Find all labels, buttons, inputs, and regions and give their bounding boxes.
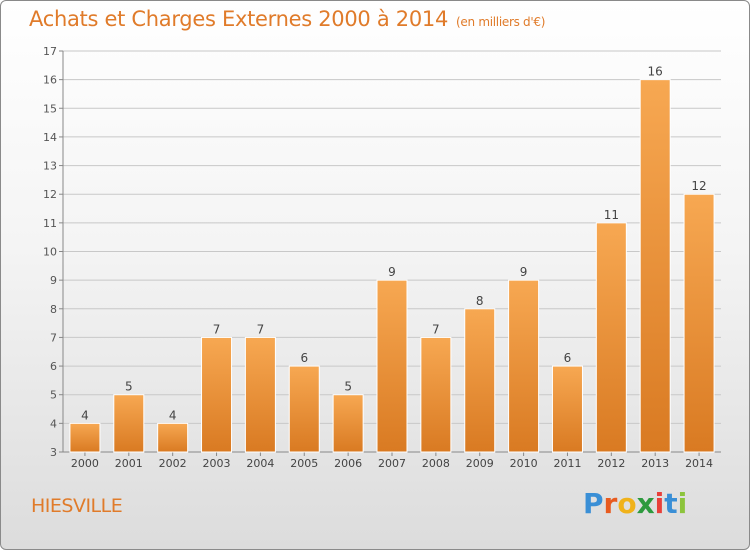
bar (113, 394, 145, 453)
y-tick-label: 8 (50, 303, 57, 316)
y-tick-label: 5 (50, 389, 57, 402)
chart-unit: (en milliers d'€) (456, 15, 546, 29)
y-tick-label: 13 (43, 160, 57, 173)
x-tick-label: 2009 (466, 457, 494, 470)
bar (595, 222, 627, 453)
bar (464, 308, 496, 453)
data-label: 4 (169, 408, 177, 422)
x-tick-label: 2013 (641, 457, 669, 470)
data-label: 8 (476, 294, 484, 308)
x-tick-label: 2012 (597, 457, 625, 470)
data-label: 7 (257, 322, 265, 336)
y-tick-label: 14 (43, 131, 57, 144)
x-tick-label: 2007 (378, 457, 406, 470)
x-tick-label: 2008 (422, 457, 450, 470)
commune-name: HIESVILLE (31, 495, 123, 517)
y-tick-label: 17 (43, 45, 57, 58)
logo-letter: x (636, 487, 655, 520)
logo-letter: r (603, 487, 618, 520)
y-tick-label: 11 (43, 217, 57, 230)
proxiti-logo: Proxiti (583, 487, 687, 520)
data-label: 5 (344, 380, 352, 394)
data-label: 7 (213, 322, 221, 336)
bar (201, 336, 233, 453)
y-tick-label: 9 (50, 274, 57, 287)
data-label: 5 (125, 380, 133, 394)
y-tick-label: 3 (50, 446, 57, 459)
data-label: 9 (520, 265, 528, 279)
bar (332, 394, 364, 453)
bar (376, 279, 408, 453)
y-tick-label: 15 (43, 102, 57, 115)
logo-letter: P (583, 487, 604, 520)
logo-letter: i (654, 487, 665, 520)
bar (683, 193, 715, 453)
x-tick-label: 2010 (510, 457, 538, 470)
bar (244, 336, 276, 453)
data-label: 4 (81, 408, 89, 422)
x-tick-label: 2004 (246, 457, 274, 470)
data-label: 16 (648, 65, 663, 79)
x-tick-label: 2014 (685, 457, 713, 470)
data-label: 12 (691, 179, 706, 193)
bar (69, 422, 101, 453)
data-label: 6 (564, 351, 572, 365)
y-tick-label: 6 (50, 360, 57, 373)
x-tick-label: 2006 (334, 457, 362, 470)
bar (508, 279, 540, 453)
x-tick-label: 2001 (115, 457, 143, 470)
x-tick-label: 2005 (290, 457, 318, 470)
x-tick-label: 2002 (159, 457, 187, 470)
chart-title: Achats et Charges Externes 2000 à 2014 (e… (29, 7, 545, 31)
x-tick-label: 2000 (71, 457, 99, 470)
y-tick-label: 10 (43, 246, 57, 259)
bar (551, 365, 583, 453)
logo-letter: i (677, 487, 688, 520)
logo-letter: t (664, 487, 678, 520)
data-label: 7 (432, 322, 440, 336)
bar (157, 422, 189, 453)
x-tick-label: 2003 (203, 457, 231, 470)
data-label: 6 (300, 351, 308, 365)
x-tick-label: 2011 (553, 457, 581, 470)
chart-title-text: Achats et Charges Externes 2000 à 2014 (29, 7, 449, 31)
logo-letter: o (617, 487, 637, 520)
data-label: 11 (604, 208, 619, 222)
bar (420, 336, 452, 453)
data-label: 9 (388, 265, 396, 279)
bar (288, 365, 320, 453)
y-tick-label: 7 (50, 331, 57, 344)
y-tick-label: 4 (50, 417, 57, 430)
y-tick-label: 12 (43, 188, 57, 201)
bar (639, 79, 671, 453)
y-tick-label: 16 (43, 74, 57, 87)
